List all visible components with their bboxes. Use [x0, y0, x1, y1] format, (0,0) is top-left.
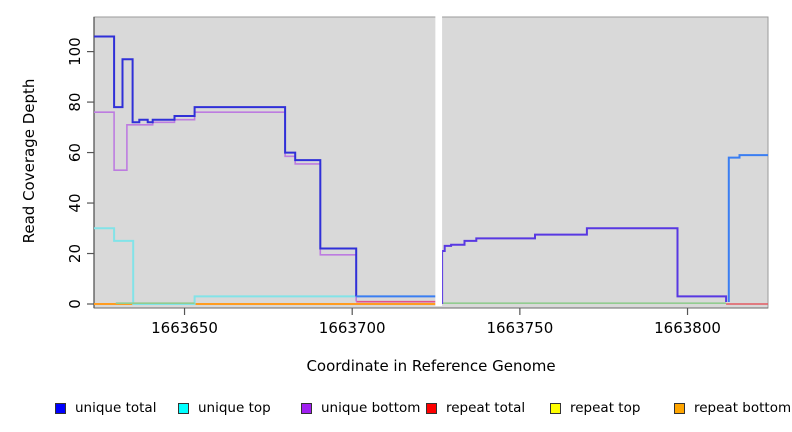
legend-swatch-unique-total — [55, 402, 66, 414]
y-tick-label: 0 — [66, 299, 84, 309]
legend-label: repeat top — [570, 400, 641, 416]
legend-label: unique bottom — [321, 400, 421, 416]
legend-item-unique-total: unique total — [55, 399, 156, 417]
series-line-unique-total-unique-bottom-overlap-after-gap- — [441, 227, 728, 304]
x-tick-label: 1663700 — [319, 319, 386, 337]
legend-item-repeat-top: repeat top — [550, 399, 640, 417]
legend-swatch-repeat-bottom — [674, 402, 685, 414]
series-line-unique-total — [94, 35, 358, 297]
legend-item-repeat-bottom: repeat bottom — [674, 399, 791, 417]
legend-label: unique total — [75, 400, 157, 416]
y-tick-label: 20 — [66, 244, 84, 263]
legend-item-repeat-total: repeat total — [426, 399, 525, 417]
legend: unique total unique top unique bottom re… — [0, 399, 792, 421]
y-tick-label: 80 — [66, 93, 84, 112]
no-data-gap — [435, 15, 443, 306]
x-axis-title: Coordinate in Reference Genome — [306, 357, 556, 375]
x-tick-label: 1663750 — [486, 319, 553, 337]
x-tick-label: 1663800 — [654, 319, 721, 337]
series-line-unique-top — [94, 227, 357, 305]
legend-label: repeat total — [446, 400, 526, 416]
legend-label: unique top — [198, 400, 271, 416]
legend-swatch-unique-top — [178, 402, 189, 414]
legend-swatch-repeat-total — [426, 402, 437, 414]
y-tick-label: 40 — [66, 193, 84, 212]
y-axis-title: Read Coverage Depth — [20, 78, 38, 244]
legend-item-unique-top: unique top — [178, 399, 271, 417]
legend-swatch-unique-bottom — [301, 402, 312, 414]
x-tick-label: 1663650 — [151, 319, 218, 337]
y-tick-label: 100 — [66, 37, 84, 66]
series-line-unique-total-unique-top-overlap-far-right- — [727, 154, 768, 302]
plot-background — [93, 16, 769, 309]
chart-svg: 1663650 1663700 1663750 1663800 0 20 40 60 80 100 — [66, 15, 769, 337]
legend-item-unique-bottom: unique bottom — [301, 399, 420, 417]
legend-swatch-repeat-top — [550, 402, 561, 414]
legend-label: repeat bottom — [694, 400, 792, 416]
y-tick-label: 60 — [66, 143, 84, 162]
